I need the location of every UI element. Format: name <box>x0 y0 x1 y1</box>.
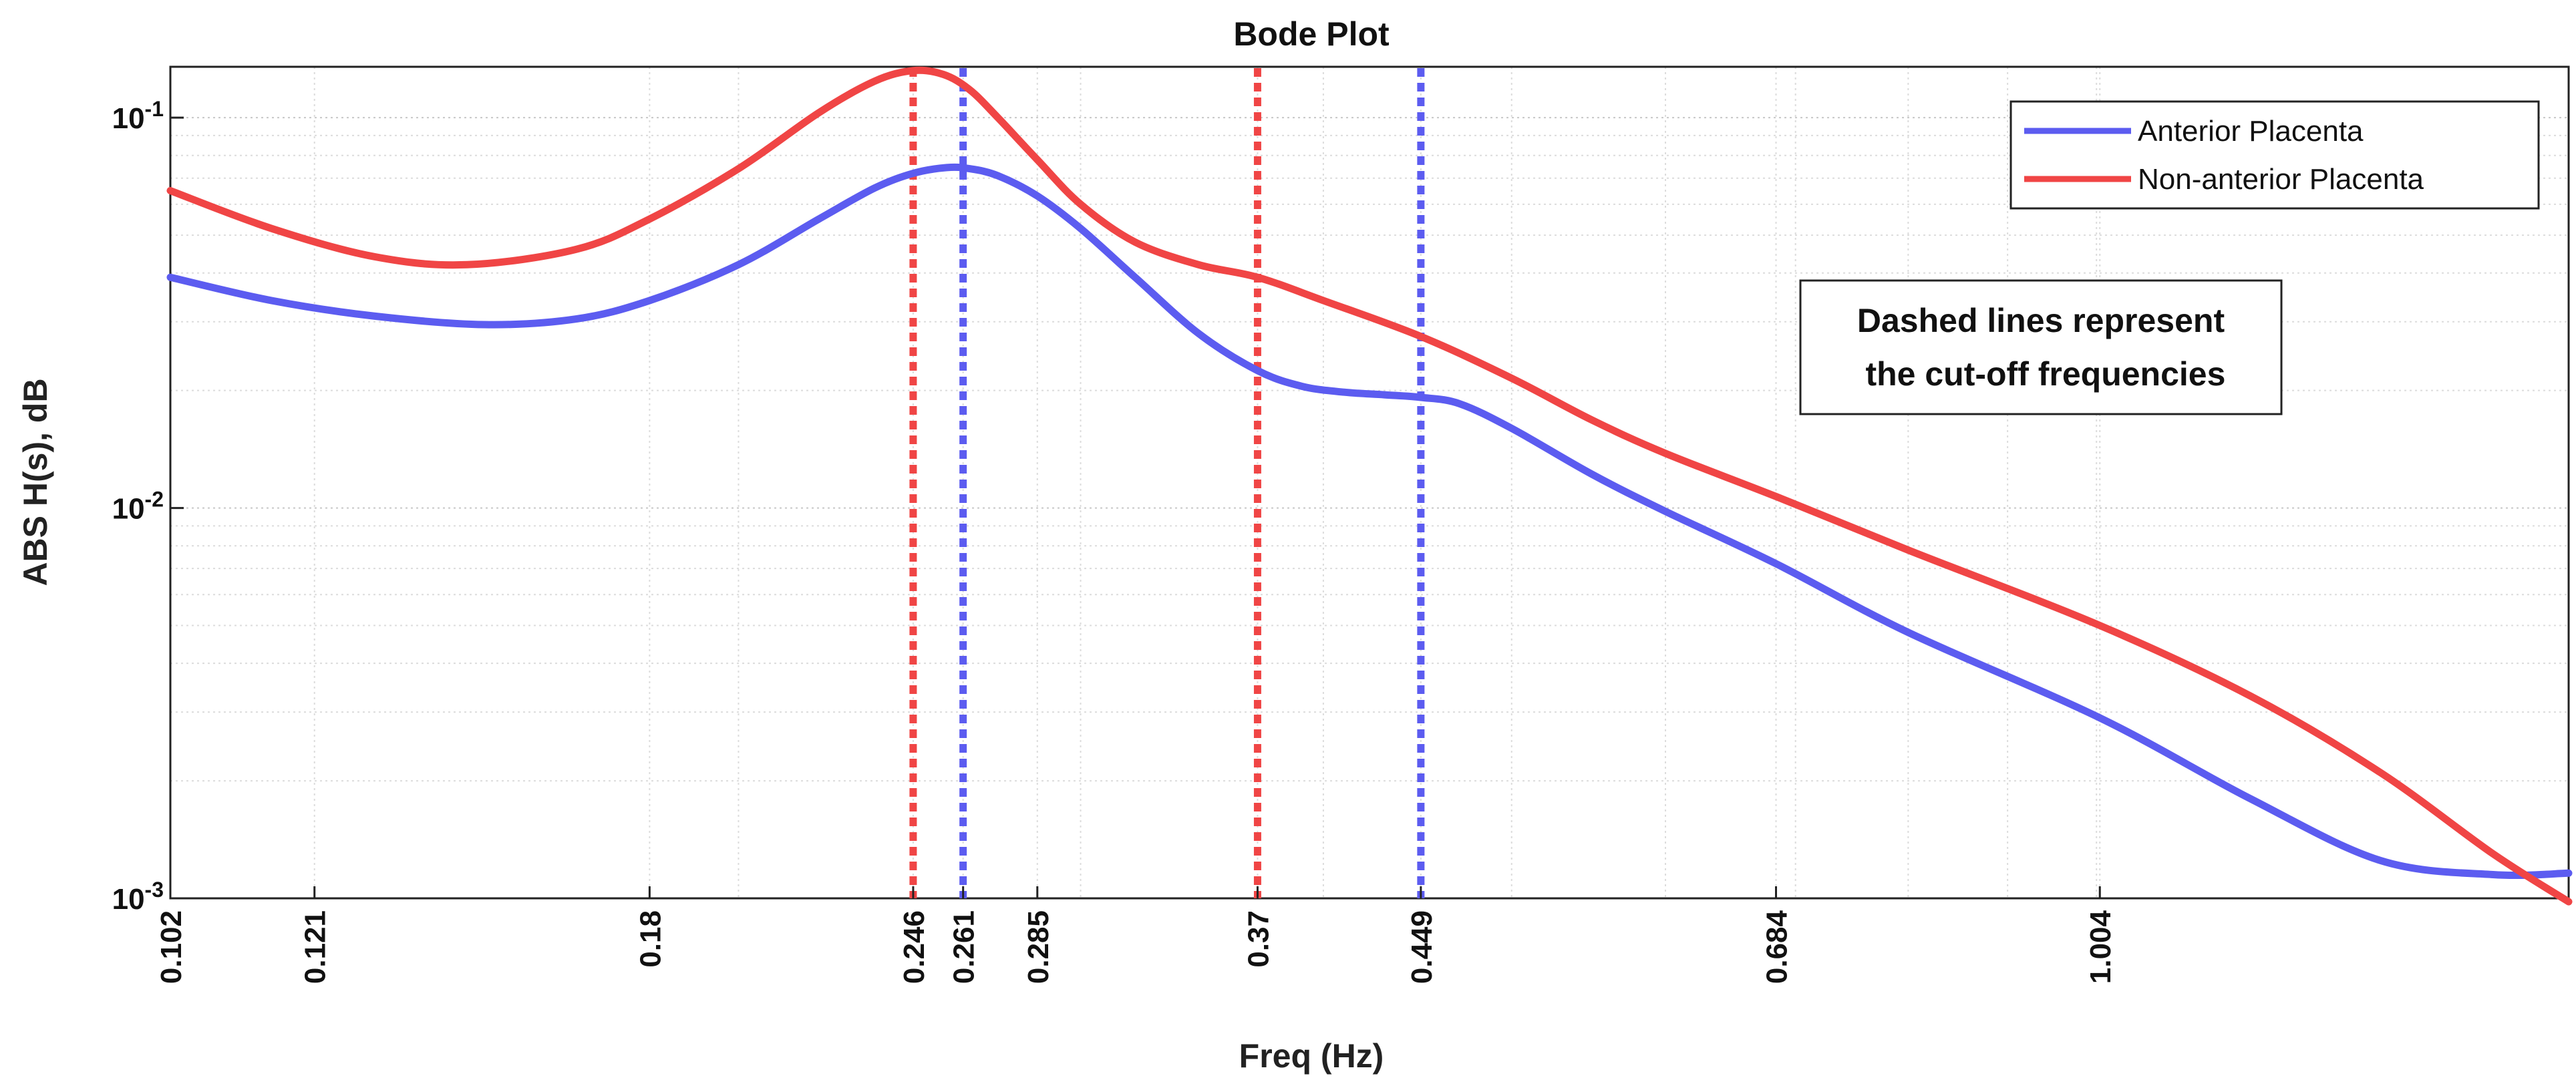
annotation-line-1: Dashed lines represent <box>1857 302 2225 339</box>
legend-label-non-anterior: Non-anterior Placenta <box>2138 163 2424 196</box>
series-line-non-anterior-placenta <box>166 66 2573 906</box>
y-tick-label: 10-1 <box>112 97 164 135</box>
x-tick-label: 1.004 <box>2084 910 2117 984</box>
plot-area-frame <box>169 65 2570 900</box>
y-tick-label: 10-3 <box>112 878 164 916</box>
series-group <box>166 66 2573 906</box>
x-tick-label: 0.246 <box>898 910 931 984</box>
legend: Anterior Placenta Non-anterior Placenta <box>2009 100 2540 210</box>
chart-title: Bode Plot <box>1233 15 1390 53</box>
x-tick-label: 0.261 <box>948 910 981 984</box>
y-axis-label: ABS H(s), dB <box>17 378 54 586</box>
x-tick-label: 0.37 <box>1242 910 1275 968</box>
x-axis-label: Freq (Hz) <box>1239 1037 1384 1075</box>
x-tick-label: 0.285 <box>1022 910 1055 984</box>
y-tick-label: 10-2 <box>112 488 164 526</box>
annotation-line-2: the cut-off frequencies <box>1857 355 2226 393</box>
annotation-box <box>1799 279 2283 415</box>
x-axis-ticks: 0.102 0.121 0.18 0.246 0.261 0.285 0.37 0.449 0.… <box>155 886 2117 984</box>
x-tick-label: 0.449 <box>1406 910 1438 984</box>
annotation: Dashed lines represent the cut-off frequ… <box>1799 279 2283 415</box>
x-tick-label: 0.684 <box>1761 910 1794 984</box>
cutoff-lines <box>909 68 1425 898</box>
x-tick-label: 0.18 <box>634 910 667 968</box>
x-tick-label: 0.102 <box>155 910 188 984</box>
legend-label-anterior: Anterior Placenta <box>2138 115 2364 148</box>
series-line-anterior-placenta <box>166 163 2573 880</box>
x-tick-label: 0.121 <box>299 910 332 984</box>
y-axis-ticks: 10-3 10-2 10-1 <box>112 97 184 916</box>
legend-box <box>2009 100 2540 210</box>
